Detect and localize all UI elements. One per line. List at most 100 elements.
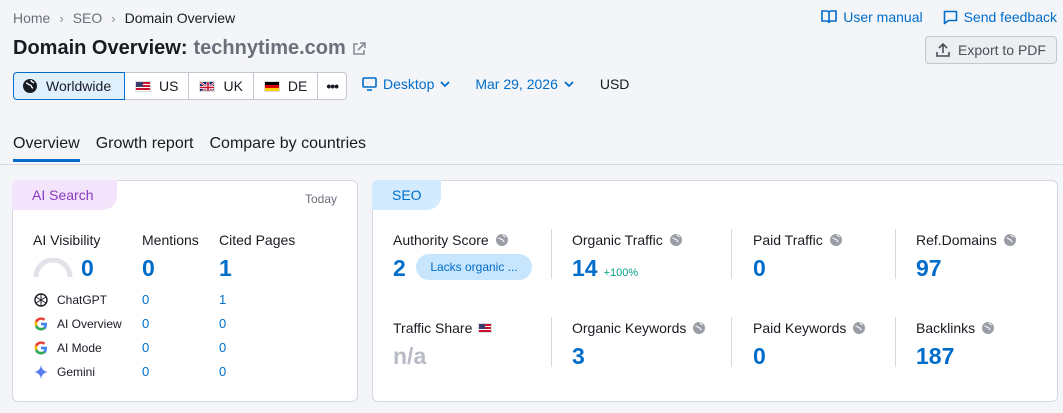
ai-visibility-label: AI Visibility: [33, 232, 101, 248]
paid-keywords-value[interactable]: 0: [753, 343, 766, 369]
ai-row-mentions[interactable]: 0: [142, 340, 150, 355]
info-globe-icon[interactable]: [852, 321, 866, 335]
db-worldwide-button[interactable]: Worldwide: [13, 72, 125, 100]
tab-compare-countries[interactable]: Compare by countries: [209, 135, 367, 152]
ai-search-card: AI Search Today AI Visibility 0 Mentions…: [12, 180, 358, 402]
ai-row-mentions[interactable]: 0: [142, 364, 150, 379]
db-more-button[interactable]: •••: [318, 72, 348, 100]
organic-traffic-delta: +100%: [603, 267, 639, 279]
globe-icon: [23, 79, 37, 93]
ai-row-cited[interactable]: 0: [219, 364, 227, 379]
info-globe-icon[interactable]: [1003, 233, 1017, 247]
db-uk-label: UK: [223, 78, 243, 94]
chevron-right-icon: ›: [59, 10, 64, 26]
ref-domains-value[interactable]: 97: [916, 255, 942, 281]
backlinks-value[interactable]: 187: [916, 343, 955, 369]
device-dropdown[interactable]: Desktop: [362, 76, 450, 92]
tab-growth-report[interactable]: Growth report: [95, 135, 194, 152]
seo-badge: SEO: [372, 180, 441, 210]
divider: [895, 229, 896, 279]
divider: [551, 317, 552, 367]
gemini-icon: [34, 365, 48, 379]
top-links: User manual Send feedback: [821, 9, 1057, 25]
chatgpt-icon: [34, 293, 48, 307]
paid-traffic-value[interactable]: 0: [753, 255, 766, 281]
ai-row-cited[interactable]: 0: [219, 316, 227, 331]
user-manual-label: User manual: [843, 9, 923, 25]
db-us-label: US: [159, 78, 179, 94]
ai-row-cited[interactable]: 0: [219, 340, 227, 355]
ai-row-ai-overview: AI Overview: [33, 316, 122, 332]
ai-visibility-value[interactable]: 0: [81, 255, 94, 281]
ref-domains-label: Ref.Domains: [916, 232, 1017, 248]
info-globe-icon[interactable]: [495, 233, 509, 247]
db-de-button[interactable]: DE: [253, 72, 319, 100]
export-pdf-label: Export to PDF: [958, 42, 1046, 58]
filters-bar: Desktop Mar 29, 2026 USD: [362, 76, 629, 92]
db-uk-button[interactable]: UK: [189, 72, 254, 100]
cited-pages-value[interactable]: 1: [219, 255, 232, 281]
send-feedback-link[interactable]: Send feedback: [943, 9, 1057, 25]
authority-score-value[interactable]: 2: [393, 255, 406, 281]
mentions-value[interactable]: 0: [142, 255, 155, 281]
us-flag-icon: [478, 323, 493, 333]
ai-row-cited[interactable]: 1: [219, 292, 227, 307]
info-globe-icon[interactable]: [981, 321, 995, 335]
export-pdf-button[interactable]: Export to PDF: [925, 36, 1057, 64]
seo-card: SEO Authority Score 2 Lacks organic ... …: [372, 180, 1058, 402]
external-link-icon[interactable]: [352, 41, 366, 56]
de-flag-icon: [263, 80, 280, 92]
organic-keywords-value[interactable]: 3: [572, 343, 585, 369]
traffic-share-value: n/a: [393, 343, 427, 369]
breadcrumb-home[interactable]: Home: [13, 10, 51, 26]
traffic-share-label: Traffic Share: [393, 320, 493, 336]
breadcrumb-seo[interactable]: SEO: [72, 10, 103, 26]
more-icon: •••: [326, 78, 339, 94]
page-title: Domain Overview: technytime.com: [13, 37, 366, 60]
backlinks-label: Backlinks: [916, 320, 995, 336]
cited-pages-label: Cited Pages: [219, 232, 296, 248]
db-de-label: DE: [287, 78, 308, 94]
breadcrumb: Home › SEO › Domain Overview: [13, 10, 235, 26]
organic-traffic-value[interactable]: 14 +100%: [572, 255, 638, 282]
metric-label-text: Traffic Share: [393, 320, 473, 336]
metric-label-text: Backlinks: [916, 320, 976, 336]
currency-label: USD: [599, 76, 630, 92]
metric-value-text: 14: [572, 255, 598, 281]
metric-label-text: Authority Score: [393, 232, 489, 248]
metric-label-text: Paid Keywords: [753, 320, 847, 336]
info-globe-icon[interactable]: [829, 233, 843, 247]
organic-traffic-label: Organic Traffic: [572, 232, 683, 248]
info-globe-icon[interactable]: [692, 321, 706, 335]
upload-icon: [936, 43, 950, 57]
tabs-divider: [0, 164, 1063, 165]
ai-row-mentions[interactable]: 0: [142, 292, 150, 307]
date-dropdown[interactable]: Mar 29, 2026: [475, 76, 574, 92]
chevron-down-icon: [564, 80, 574, 87]
chevron-right-icon: ›: [111, 10, 116, 26]
book-icon: [821, 10, 838, 24]
ai-row-gemini: Gemini: [33, 364, 95, 380]
user-manual-link[interactable]: User manual: [821, 9, 923, 25]
date-label: Mar 29, 2026: [475, 76, 558, 92]
breadcrumb-current: Domain Overview: [124, 10, 236, 26]
ai-row-label: Gemini: [57, 365, 96, 379]
paid-traffic-label: Paid Traffic: [753, 232, 843, 248]
ai-date-label: Today: [304, 192, 337, 206]
divider: [895, 317, 896, 367]
tab-bar: Overview Growth report Compare by countr…: [13, 135, 366, 162]
ai-row-label: ChatGPT: [57, 293, 108, 307]
metric-label-text: Ref.Domains: [916, 232, 997, 248]
ai-search-badge: AI Search: [12, 180, 117, 210]
authority-status-pill[interactable]: Lacks organic ...: [416, 254, 532, 280]
google-icon: [34, 317, 47, 331]
ai-row-mentions[interactable]: 0: [142, 316, 150, 331]
desktop-icon: [362, 77, 377, 91]
tab-overview[interactable]: Overview: [13, 135, 80, 162]
db-us-button[interactable]: US: [125, 72, 190, 100]
metric-label-text: Paid Traffic: [753, 232, 823, 248]
ai-row-label: AI Mode: [57, 341, 102, 355]
metric-label-text: Organic Traffic: [572, 232, 663, 248]
info-globe-icon[interactable]: [669, 233, 683, 247]
device-label: Desktop: [383, 76, 435, 92]
